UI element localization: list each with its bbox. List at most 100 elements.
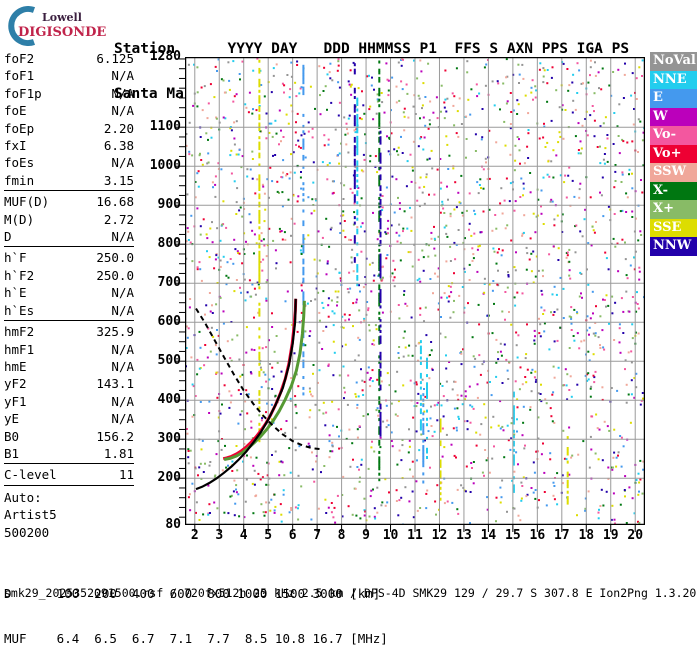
- param-key: B0: [4, 428, 19, 445]
- param-row: yE N/A: [4, 410, 134, 427]
- param-key: foE: [4, 102, 27, 119]
- param-key: yE: [4, 410, 19, 427]
- y-tick-label: 1000: [135, 158, 181, 173]
- param-key: hmE: [4, 358, 27, 375]
- param-value: 2.20: [104, 120, 134, 137]
- param-value: 3.15: [104, 172, 134, 189]
- param-value: N/A: [111, 102, 134, 119]
- param-value: 325.9: [96, 323, 134, 340]
- logo-word-lowell: Lowell: [42, 11, 82, 24]
- param-key: M(D): [4, 211, 34, 228]
- param-row: foEp 2.20: [4, 120, 134, 137]
- param-key: h`Es: [4, 302, 34, 319]
- param-row: B1 1.81: [4, 445, 134, 462]
- param-value: 250.0: [96, 267, 134, 284]
- param-key: hmF1: [4, 341, 34, 358]
- legend-swatch-x[interactable]: X-: [650, 182, 697, 201]
- legend-swatch-noval[interactable]: NoVal: [650, 52, 697, 71]
- ionogram-plot[interactable]: [185, 57, 645, 525]
- param-value: 6.125: [96, 50, 134, 67]
- param-key: yF1: [4, 393, 27, 410]
- param-value: N/A: [111, 341, 134, 358]
- param-row: C-level 11: [4, 466, 134, 483]
- y-tick-label: 200: [135, 470, 181, 485]
- lowell-digisonde-logo: Lowell DIGISONDE: [4, 6, 108, 46]
- muf-distance-table: D 100 200 400 600 800 1000 1500 3000 [km…: [4, 556, 388, 661]
- autoscaler-info: Auto: Artist5 500200: [4, 489, 134, 541]
- param-value: N/A: [111, 358, 134, 375]
- param-key: B1: [4, 445, 19, 462]
- param-key: fmin: [4, 172, 34, 189]
- file-info-line: smk29_2025352091500.rsf / 720fx512h 25 k…: [4, 586, 696, 600]
- param-value: N/A: [111, 67, 134, 84]
- header-column-row: Station YYYY DAY DDD HHMMSS P1 FFS S AXN…: [114, 42, 629, 57]
- param-row: hmF1 N/A: [4, 341, 134, 358]
- logo-graphic: Lowell DIGISONDE: [4, 6, 108, 46]
- y-tick-label: 500: [135, 353, 181, 368]
- param-value: 2.72: [104, 211, 134, 228]
- param-key: D: [4, 228, 12, 245]
- param-key: h`F2: [4, 267, 34, 284]
- y-tick-label: 80: [135, 517, 181, 532]
- param-value: 11: [119, 466, 134, 483]
- param-key: C-level: [4, 466, 57, 483]
- param-row: hmF2 325.9: [4, 323, 134, 340]
- legend-swatch-e[interactable]: E: [650, 89, 697, 108]
- param-key: foF1p: [4, 85, 42, 102]
- legend-swatch-ssw[interactable]: SSW: [650, 163, 697, 182]
- param-row: foE N/A: [4, 102, 134, 119]
- param-key: h`F: [4, 249, 27, 266]
- param-value: 6.38: [104, 137, 134, 154]
- logo-word-digisonde: DIGISONDE: [18, 25, 106, 40]
- autoscaler-label: Auto:: [4, 489, 134, 506]
- legend-swatch-nnw[interactable]: NNW: [650, 237, 697, 256]
- autoscaler-name: Artist5: [4, 506, 134, 523]
- param-value: N/A: [111, 393, 134, 410]
- param-row: D N/A: [4, 228, 134, 245]
- legend-swatch-sse[interactable]: SSE: [650, 219, 697, 238]
- param-key: foF1: [4, 67, 34, 84]
- param-key: fxI: [4, 137, 27, 154]
- param-row: B0 156.2: [4, 428, 134, 445]
- param-row: hmE N/A: [4, 358, 134, 375]
- param-key: foEp: [4, 120, 34, 137]
- y-axis-ticks: [176, 57, 186, 525]
- y-tick-label: 600: [135, 314, 181, 329]
- param-row: M(D) 2.72: [4, 211, 134, 228]
- legend-swatch-vo[interactable]: Vo+: [650, 145, 697, 164]
- param-value: N/A: [111, 228, 134, 245]
- legend-swatch-x[interactable]: X+: [650, 200, 697, 219]
- y-tick-label: 1100: [135, 119, 181, 134]
- param-group-clevel: C-level 11: [4, 466, 134, 485]
- param-value: 1.81: [104, 445, 134, 462]
- param-value: N/A: [111, 284, 134, 301]
- x-axis-ticks: [185, 525, 645, 533]
- autoscaler-version: 500200: [4, 524, 134, 541]
- param-value: N/A: [111, 410, 134, 427]
- ionogram-canvas[interactable]: [185, 57, 645, 525]
- param-row: yF1 N/A: [4, 393, 134, 410]
- param-key: yF2: [4, 375, 27, 392]
- param-row: foEs N/A: [4, 154, 134, 171]
- param-row: fmin 3.15: [4, 172, 134, 189]
- y-tick-label: 300: [135, 431, 181, 446]
- param-key: foEs: [4, 154, 34, 171]
- param-value: N/A: [111, 154, 134, 171]
- legend-swatch-vo[interactable]: Vo-: [650, 126, 697, 145]
- legend-swatch-w[interactable]: W: [650, 108, 697, 127]
- param-key: hmF2: [4, 323, 34, 340]
- param-value: 156.2: [96, 428, 134, 445]
- y-tick-label: 400: [135, 392, 181, 407]
- param-value: 16.68: [96, 193, 134, 210]
- legend-swatch-nne[interactable]: NNE: [650, 71, 697, 90]
- param-row: h`F2 250.0: [4, 267, 134, 284]
- y-tick-label: 900: [135, 197, 181, 212]
